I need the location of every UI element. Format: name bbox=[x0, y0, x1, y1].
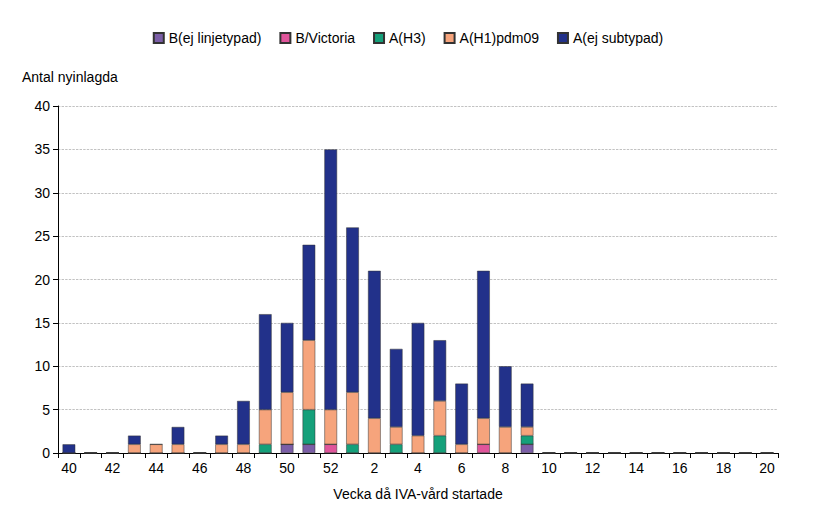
svg-text:46: 46 bbox=[192, 460, 208, 476]
svg-text:42: 42 bbox=[105, 460, 121, 476]
svg-text:B/Victoria: B/Victoria bbox=[295, 30, 355, 46]
svg-text:20: 20 bbox=[759, 460, 775, 476]
svg-text:50: 50 bbox=[279, 460, 295, 476]
svg-text:A(H3): A(H3) bbox=[389, 30, 426, 46]
svg-text:2: 2 bbox=[370, 460, 378, 476]
svg-text:40: 40 bbox=[34, 98, 50, 114]
svg-text:30: 30 bbox=[34, 185, 50, 201]
svg-text:4: 4 bbox=[414, 460, 422, 476]
svg-text:Vecka då IVA-vård startade: Vecka då IVA-vård startade bbox=[333, 486, 503, 502]
svg-text:B(ej linjetypad): B(ej linjetypad) bbox=[169, 30, 262, 46]
svg-text:48: 48 bbox=[236, 460, 252, 476]
svg-text:35: 35 bbox=[34, 141, 50, 157]
svg-text:44: 44 bbox=[148, 460, 164, 476]
svg-text:A(H1)pdm09: A(H1)pdm09 bbox=[460, 30, 540, 46]
svg-text:A(ej subtypad): A(ej subtypad) bbox=[573, 30, 663, 46]
svg-text:10: 10 bbox=[34, 358, 50, 374]
svg-text:0: 0 bbox=[42, 445, 50, 461]
svg-text:15: 15 bbox=[34, 315, 50, 331]
svg-text:14: 14 bbox=[628, 460, 644, 476]
svg-text:8: 8 bbox=[501, 460, 509, 476]
svg-text:12: 12 bbox=[585, 460, 601, 476]
svg-text:6: 6 bbox=[458, 460, 466, 476]
svg-text:40: 40 bbox=[61, 460, 77, 476]
svg-text:25: 25 bbox=[34, 228, 50, 244]
svg-text:16: 16 bbox=[672, 460, 688, 476]
svg-text:20: 20 bbox=[34, 272, 50, 288]
svg-text:18: 18 bbox=[716, 460, 732, 476]
svg-text:Antal nyinlagda: Antal nyinlagda bbox=[22, 69, 118, 85]
svg-text:5: 5 bbox=[42, 402, 50, 418]
svg-text:10: 10 bbox=[541, 460, 557, 476]
svg-text:52: 52 bbox=[323, 460, 339, 476]
